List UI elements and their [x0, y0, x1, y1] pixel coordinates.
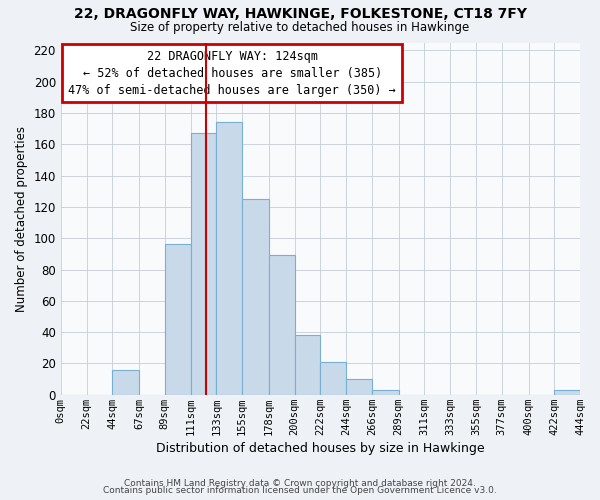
Bar [320, 362, 346, 395]
Text: Size of property relative to detached houses in Hawkinge: Size of property relative to detached ho… [130, 21, 470, 34]
Bar [165, 244, 191, 395]
Text: 22 DRAGONFLY WAY: 124sqm
← 52% of detached houses are smaller (385)
47% of semi-: 22 DRAGONFLY WAY: 124sqm ← 52% of detach… [68, 50, 396, 96]
Bar [112, 370, 139, 395]
X-axis label: Distribution of detached houses by size in Hawkinge: Distribution of detached houses by size … [156, 442, 485, 455]
Bar [554, 390, 580, 395]
Bar [372, 390, 399, 395]
Text: 22, DRAGONFLY WAY, HAWKINGE, FOLKESTONE, CT18 7FY: 22, DRAGONFLY WAY, HAWKINGE, FOLKESTONE,… [74, 8, 527, 22]
Bar [191, 134, 217, 395]
Y-axis label: Number of detached properties: Number of detached properties [15, 126, 28, 312]
Text: Contains public sector information licensed under the Open Government Licence v3: Contains public sector information licen… [103, 486, 497, 495]
Bar [346, 379, 372, 395]
Text: Contains HM Land Registry data © Crown copyright and database right 2024.: Contains HM Land Registry data © Crown c… [124, 478, 476, 488]
Bar [242, 199, 269, 395]
Bar [295, 336, 320, 395]
Bar [217, 122, 242, 395]
Bar [269, 256, 295, 395]
